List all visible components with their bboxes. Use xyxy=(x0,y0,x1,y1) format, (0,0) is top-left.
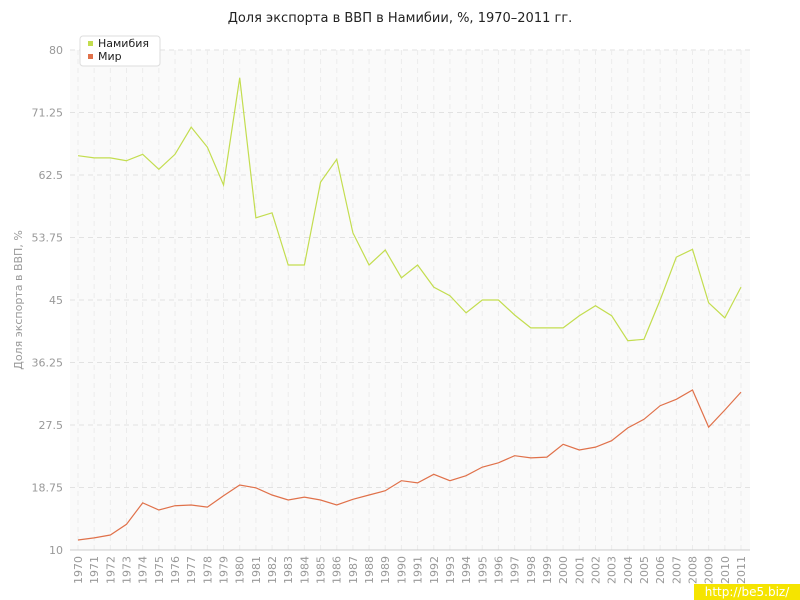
x-tick-label: 2008 xyxy=(686,556,699,584)
x-tick-label: 1979 xyxy=(218,556,231,584)
x-tick-label: 1992 xyxy=(428,556,441,584)
y-axis-label: Доля экспорта в ВВП, % xyxy=(12,230,25,370)
x-tick-label: 2005 xyxy=(638,556,651,584)
y-tick-label: 36.25 xyxy=(32,357,64,370)
y-tick-label: 62.5 xyxy=(39,169,64,182)
y-tick-label: 80 xyxy=(49,44,63,57)
x-tick-label: 1974 xyxy=(137,556,150,584)
x-tick-label: 1982 xyxy=(266,556,279,584)
legend-swatch xyxy=(88,54,93,59)
chart-title: Доля экспорта в ВВП в Намибии, %, 1970–2… xyxy=(228,11,573,26)
y-tick-label: 71.25 xyxy=(32,107,64,120)
x-tick-label: 1975 xyxy=(153,556,166,584)
x-tick-label: 1995 xyxy=(476,556,489,584)
x-tick-label: 2007 xyxy=(670,556,683,584)
legend-label: Намибия xyxy=(98,37,149,50)
series-line xyxy=(77,77,742,342)
x-tick-label: 2010 xyxy=(719,556,732,584)
x-tick-label: 1980 xyxy=(234,556,247,584)
x-tick-label: 1987 xyxy=(347,556,360,584)
x-tick-label: 1984 xyxy=(298,556,311,584)
y-tick-label: 45 xyxy=(49,294,63,307)
x-tick-label: 1970 xyxy=(72,556,85,584)
x-tick-label: 1977 xyxy=(185,556,198,584)
x-tick-label: 2009 xyxy=(703,556,716,584)
x-tick-label: 2000 xyxy=(557,556,570,584)
x-tick-label: 1978 xyxy=(201,556,214,584)
x-tick-label: 2002 xyxy=(589,556,602,584)
legend-box xyxy=(79,35,161,67)
x-tick-label: 1988 xyxy=(363,556,376,584)
y-tick-label: 18.75 xyxy=(32,482,64,495)
x-tick-label: 1973 xyxy=(121,556,134,584)
y-tick-label: 10 xyxy=(49,544,63,557)
x-tick-label: 2003 xyxy=(606,556,619,584)
series-line xyxy=(77,389,742,541)
watermark: http://be5.biz/ xyxy=(705,585,790,599)
x-tick-label: 2004 xyxy=(622,556,635,584)
x-tick-label: 1983 xyxy=(282,556,295,584)
x-tick-label: 1976 xyxy=(169,556,182,584)
legend-swatch xyxy=(88,41,93,46)
x-tick-label: 1986 xyxy=(331,556,344,584)
y-tick-label: 27.5 xyxy=(39,419,64,432)
x-tick-label: 1997 xyxy=(509,556,522,584)
x-tick-label: 1998 xyxy=(525,556,538,584)
x-tick-label: 1989 xyxy=(379,556,392,584)
x-tick-label: 1990 xyxy=(395,556,408,584)
x-tick-label: 1999 xyxy=(541,556,554,584)
y-tick-label: 53.75 xyxy=(32,232,64,245)
x-tick-label: 1996 xyxy=(492,556,505,584)
x-tick-label: 1994 xyxy=(460,556,473,584)
x-tick-label: 2001 xyxy=(573,556,586,584)
x-tick-label: 1991 xyxy=(412,556,425,584)
x-tick-label: 1972 xyxy=(104,556,117,584)
x-tick-label: 2006 xyxy=(654,556,667,584)
x-tick-label: 1985 xyxy=(315,556,328,584)
x-tick-label: 1971 xyxy=(88,556,101,584)
plot-area xyxy=(70,50,750,550)
x-tick-label: 1993 xyxy=(444,556,457,584)
legend-label: Мир xyxy=(98,50,122,63)
x-tick-label: 2011 xyxy=(735,556,748,584)
x-tick-label: 1981 xyxy=(250,556,263,584)
watermark-bg xyxy=(694,584,800,600)
